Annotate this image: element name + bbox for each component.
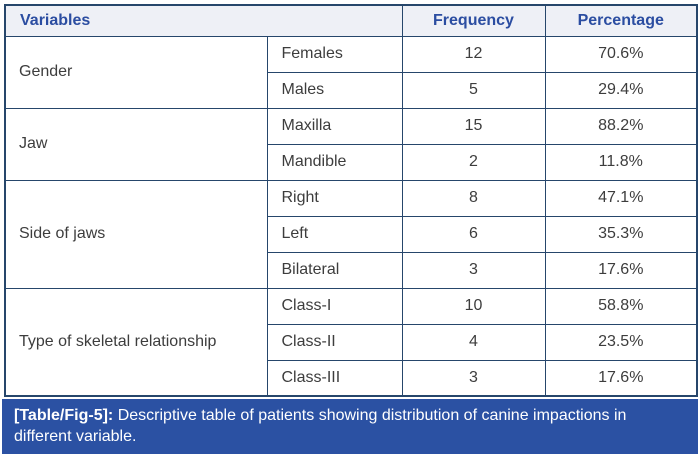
variable-cell: Bilateral — [266, 251, 403, 289]
frequency-cell: 8 — [401, 179, 546, 217]
frequency-cell: 12 — [401, 35, 546, 73]
variable-cell: Females — [266, 35, 403, 73]
variable-cell: Right — [266, 179, 403, 217]
header-percentage: Percentage — [544, 4, 698, 37]
percentage-cell: 17.6% — [544, 359, 698, 397]
frequency-cell: 10 — [401, 287, 546, 325]
table-row: Bilateral 3 17.6% — [5, 251, 698, 289]
frequency-cell: 6 — [401, 215, 546, 253]
percentage-cell: 11.8% — [544, 143, 698, 181]
table-row: Gender Females 12 70.6% — [4, 35, 698, 109]
table-row: Class-II 4 23.5% — [5, 323, 698, 361]
header-frequency: Frequency — [401, 4, 546, 37]
variable-cell: Left — [266, 215, 403, 253]
table-row: Type of skeletal relationship Class-I 10 58… — [4, 287, 698, 397]
header-row: Variables Frequency Percentage — [4, 4, 698, 37]
frequency-cell: 5 — [401, 71, 546, 109]
frequency-cell: 4 — [401, 323, 546, 361]
table-body: Gender Females 12 70.6% Males 5 29.4% Jaw Maxill… — [4, 35, 698, 397]
percentage-cell: 17.6% — [544, 251, 698, 289]
frequency-cell: 15 — [401, 107, 546, 145]
variable-cell: Class-III — [266, 359, 403, 397]
table-row: Jaw Maxilla 15 88.2% — [4, 107, 698, 181]
variable-cell: Class-I — [266, 287, 403, 325]
group-label-cell: Side of jaws — [4, 179, 268, 289]
table-row: Class-III 3 17.6% — [5, 359, 698, 397]
variable-cell: Class-II — [266, 323, 403, 361]
table-row: Side of jaws Right 8 47.1% — [4, 179, 698, 289]
group-label-cell: Gender — [4, 35, 268, 109]
variable-cell: Males — [266, 71, 403, 109]
table-header: Variables Frequency Percentage — [4, 4, 698, 37]
frequency-cell: 3 — [401, 359, 546, 397]
table-row: Males 5 29.4% — [5, 71, 698, 109]
group-label-cell: Jaw — [4, 107, 268, 181]
table-caption: [Table/Fig-5]: Descriptive table of pati… — [2, 399, 698, 454]
variable-cell: Maxilla — [266, 107, 403, 145]
percentage-cell: 47.1% — [544, 179, 698, 217]
percentage-cell: 23.5% — [544, 323, 698, 361]
percentage-cell: 35.3% — [544, 215, 698, 253]
group-label-cell: Type of skeletal relationship — [4, 287, 268, 397]
variable-cell: Mandible — [266, 143, 403, 181]
percentage-cell: 58.8% — [544, 287, 698, 325]
percentage-cell: 88.2% — [544, 107, 698, 145]
caption-text: Descriptive table of patients showing di… — [14, 407, 627, 445]
header-variables: Variables — [4, 4, 403, 37]
descriptive-table: Variables Frequency Percentage Gender Fem… — [4, 4, 698, 397]
caption-label: [Table/Fig-5]: — [14, 407, 114, 424]
frequency-cell: 2 — [401, 143, 546, 181]
percentage-cell: 29.4% — [544, 71, 698, 109]
frequency-cell: 3 — [401, 251, 546, 289]
percentage-cell: 70.6% — [544, 35, 698, 73]
